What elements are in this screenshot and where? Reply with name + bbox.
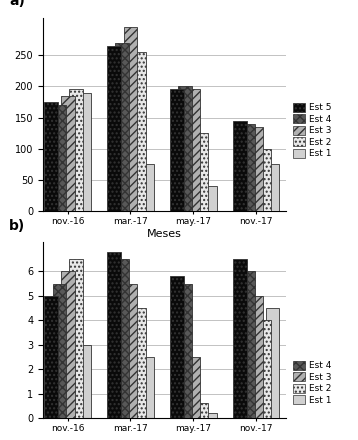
Text: a): a) xyxy=(9,0,25,8)
Bar xyxy=(69,259,83,418)
Bar xyxy=(187,89,200,211)
Bar xyxy=(107,252,121,418)
Bar xyxy=(77,92,91,211)
Bar xyxy=(257,320,271,418)
Bar xyxy=(203,413,217,418)
Bar xyxy=(233,259,247,418)
Bar xyxy=(140,165,154,211)
Bar xyxy=(132,52,146,211)
Bar xyxy=(241,124,255,211)
Bar xyxy=(115,259,129,418)
Bar xyxy=(53,105,66,211)
Bar xyxy=(233,121,247,211)
Bar xyxy=(61,95,74,211)
Bar xyxy=(61,271,74,418)
Bar xyxy=(266,308,280,418)
Bar xyxy=(170,276,184,418)
Bar xyxy=(132,308,146,418)
Bar xyxy=(140,357,154,418)
Bar xyxy=(178,86,192,211)
Bar xyxy=(178,283,192,418)
Bar xyxy=(124,27,137,211)
Text: b): b) xyxy=(9,219,25,233)
Bar xyxy=(44,296,58,418)
Bar xyxy=(195,133,208,211)
Bar xyxy=(170,89,184,211)
Bar xyxy=(107,46,121,211)
Legend: Est 5, Est 4, Est 3, Est 2, Est 1: Est 5, Est 4, Est 3, Est 2, Est 1 xyxy=(293,103,331,158)
Bar xyxy=(124,283,137,418)
Bar xyxy=(203,186,217,211)
Bar xyxy=(69,89,83,211)
Legend: Est 4, Est 3, Est 2, Est 1: Est 4, Est 3, Est 2, Est 1 xyxy=(293,360,331,405)
Bar xyxy=(241,271,255,418)
Bar xyxy=(187,357,200,418)
Bar xyxy=(77,345,91,418)
Bar xyxy=(53,283,66,418)
Bar xyxy=(249,127,263,211)
X-axis label: Meses: Meses xyxy=(147,228,182,238)
Bar xyxy=(195,403,208,418)
Bar xyxy=(249,296,263,418)
Bar xyxy=(44,102,58,211)
Bar xyxy=(257,149,271,211)
Bar xyxy=(266,165,280,211)
Bar xyxy=(115,43,129,211)
